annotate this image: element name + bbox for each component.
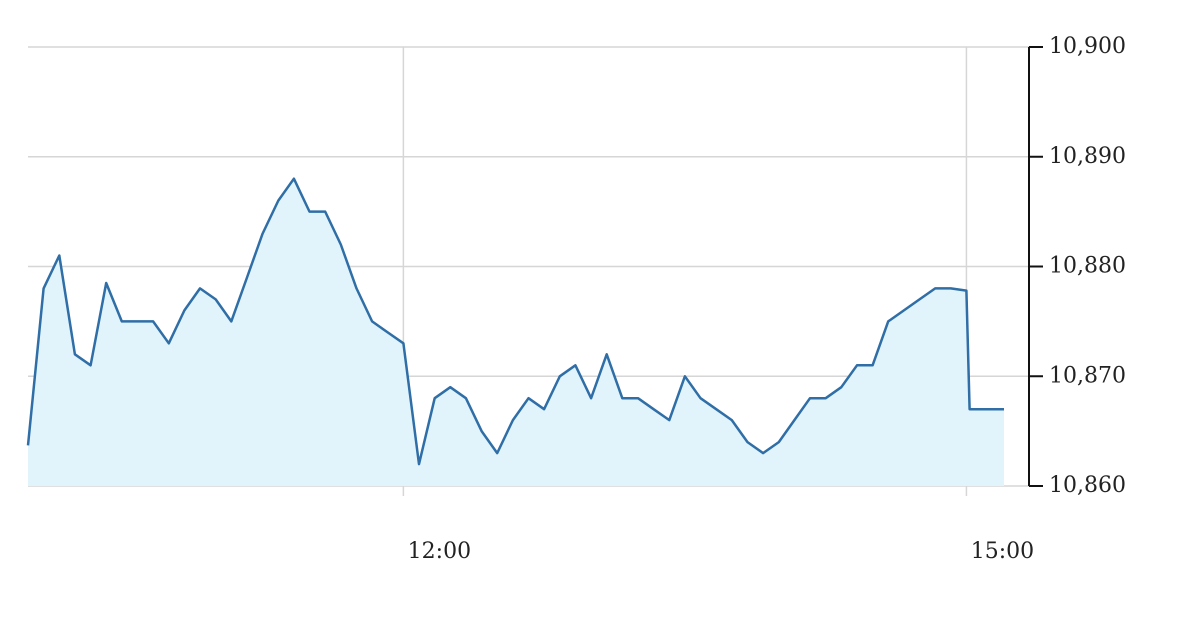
y-tick-label: 10,900 [1049, 34, 1126, 59]
y-tick-label: 10,880 [1049, 254, 1126, 279]
area [28, 178, 1004, 486]
x-tick-label: 12:00 [408, 539, 471, 564]
x-tick-label: 15:00 [971, 539, 1034, 564]
y-tick-label: 10,870 [1049, 363, 1126, 388]
y-tick-label: 10,890 [1049, 144, 1126, 169]
y-tick-label: 10,860 [1049, 473, 1126, 498]
line [26, 177, 1004, 466]
